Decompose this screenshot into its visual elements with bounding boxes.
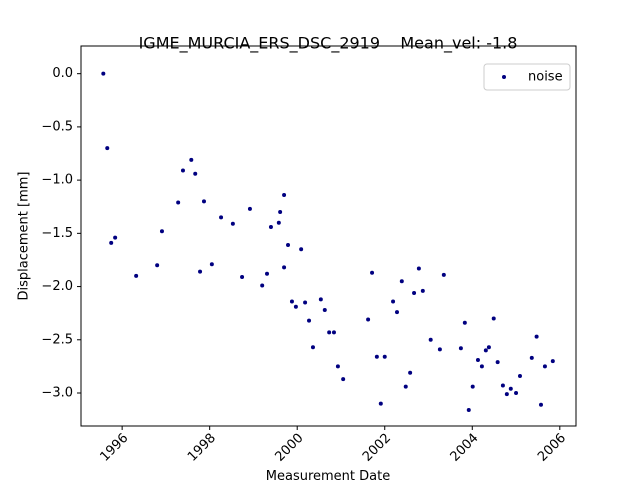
scatter-point — [282, 265, 287, 270]
scatter-point — [399, 279, 404, 284]
y-tick-label: −2.0 — [41, 279, 73, 294]
scatter-point — [470, 384, 475, 389]
scatter-point — [366, 317, 371, 322]
y-tick-label: −0.5 — [41, 119, 73, 134]
x-tick-label: 2006 — [535, 431, 569, 465]
scatter-point — [260, 283, 265, 288]
scatter-point — [278, 210, 283, 215]
scatter-point — [101, 71, 106, 76]
x-tick-label: 1996 — [97, 431, 131, 465]
scatter-point — [542, 364, 547, 369]
scatter-point — [412, 290, 417, 295]
scatter-point — [550, 359, 555, 364]
x-tick-label: 2000 — [273, 431, 307, 465]
scatter-point — [219, 215, 224, 220]
scatter-point — [479, 364, 484, 369]
scatter-point — [466, 408, 471, 413]
scatter-point — [193, 171, 198, 176]
scatter-point — [299, 247, 304, 252]
scatter-point — [374, 354, 379, 359]
scatter-point — [310, 345, 315, 350]
scatter-point — [408, 370, 413, 375]
scatter-point — [327, 330, 332, 335]
scatter-point — [504, 392, 509, 397]
scatter-point — [282, 193, 287, 198]
scatter-point — [159, 229, 164, 234]
y-axis-label: Displacement [mm] — [17, 172, 32, 301]
scatter-point — [201, 199, 206, 204]
scatter-point — [286, 243, 291, 248]
scatter-point — [134, 273, 139, 278]
scatter-point — [500, 383, 505, 388]
scatter-point — [209, 262, 214, 267]
scatter-point — [289, 299, 294, 304]
legend-label: noise — [528, 70, 563, 85]
y-tick-label: −1.5 — [41, 226, 73, 241]
scatter-point — [378, 401, 383, 406]
y-tick-label: 0.0 — [52, 66, 73, 81]
scatter-point — [534, 334, 539, 339]
scatter-point — [403, 384, 408, 389]
scatter-point — [240, 274, 245, 279]
scatter-point — [370, 270, 375, 275]
scatter-point — [538, 402, 543, 407]
scatter-point — [265, 271, 270, 276]
scatter-point — [341, 377, 346, 382]
x-tick-label: 2004 — [448, 431, 482, 465]
scatter-point — [394, 310, 399, 315]
scatter-point — [441, 272, 446, 277]
scatter-point — [180, 168, 185, 173]
scatter-point — [198, 269, 203, 274]
scatter-point — [508, 386, 513, 391]
scatter-point — [514, 391, 519, 396]
scatter-point — [109, 240, 114, 245]
scatter-point — [517, 373, 522, 378]
scatter-point — [105, 146, 110, 151]
scatter-point — [247, 206, 252, 211]
y-tick-label: −2.5 — [41, 332, 73, 347]
scatter-point — [483, 348, 488, 353]
scatter-point — [155, 263, 160, 268]
scatter-point — [495, 360, 500, 365]
plot-frame — [80, 45, 577, 427]
scatter-point — [420, 288, 425, 293]
scatter-point — [416, 266, 421, 271]
chart-title: IGME_MURCIA_ERS_DSC_2919 Mean_vel: -1.8 — [139, 34, 518, 54]
scatter-point — [176, 200, 181, 205]
scatter-point — [428, 337, 433, 342]
x-tick-label: 2002 — [360, 431, 394, 465]
scatter-point — [382, 354, 387, 359]
scatter-point — [113, 235, 118, 240]
scatter-point — [276, 220, 281, 225]
scatter-point — [458, 346, 463, 351]
scatter-point — [268, 224, 273, 229]
scatter-point — [462, 320, 467, 325]
scatter-point — [475, 358, 480, 363]
scatter-point — [437, 347, 442, 352]
x-axis-label: Measurement Date — [266, 469, 390, 480]
scatter-point — [331, 330, 336, 335]
x-tick-label: 1998 — [185, 431, 219, 465]
scatter-point — [303, 300, 308, 305]
scatter-point — [189, 157, 194, 162]
scatter-point — [318, 297, 323, 302]
scatter-point — [391, 299, 396, 304]
scatter-point — [335, 364, 340, 369]
legend-box — [483, 63, 571, 91]
scatter-point — [307, 318, 312, 323]
scatter-point — [230, 221, 235, 226]
y-tick-label: −1.0 — [41, 173, 73, 188]
scatter-point — [322, 307, 327, 312]
y-tick-label: −3.0 — [41, 386, 73, 401]
scatter-point — [491, 316, 496, 321]
scatter-point — [529, 355, 534, 360]
scatter-point — [293, 304, 298, 309]
legend-marker — [502, 75, 506, 79]
scatter-point — [486, 345, 491, 350]
